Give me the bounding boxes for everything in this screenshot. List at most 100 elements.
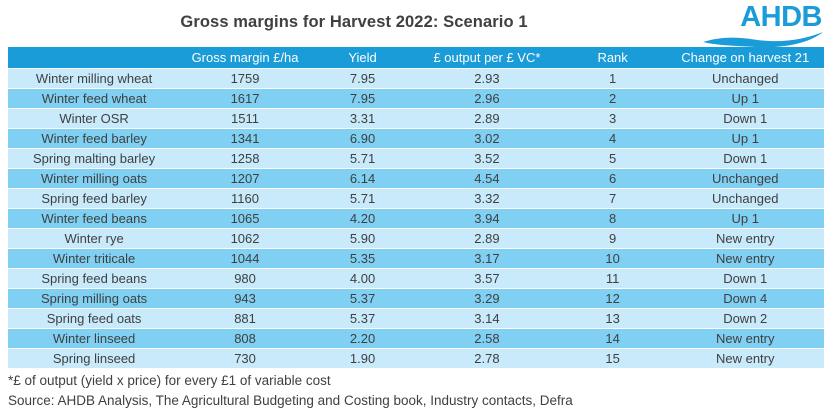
cell-crop: Winter milling oats [8,167,181,188]
cell-yield: 5.35 [309,247,416,268]
cell-yield: 6.14 [309,167,416,188]
footnote: *£ of output (yield x price) for every £… [8,373,331,388]
cell-yield: 1.90 [309,347,416,368]
cell-gross-margin: 1511 [180,107,310,128]
cell-rank: 13 [558,307,667,328]
cell-output-per-vc: 3.14 [415,307,559,328]
cell-rank: 14 [558,327,667,348]
cell-yield: 5.90 [309,227,416,248]
ahdb-logo: AHDB [700,1,824,48]
cell-gross-margin: 808 [180,327,310,348]
cell-crop: Spring milling oats [8,287,181,308]
cell-output-per-vc: 2.96 [415,87,559,108]
cell-rank: 7 [558,187,667,208]
figure-header: Gross margins for Harvest 2022: Scenario… [0,0,832,48]
cell-change: Down 1 [666,267,824,288]
ahdb-logo-text: AHDB [740,1,822,33]
cell-output-per-vc: 3.32 [415,187,559,208]
table-row: Winter milling oats 1207 6.14 4.54 6 Unchange… [8,167,824,188]
cell-rank: 5 [558,147,667,168]
cell-gross-margin: 1160 [180,187,310,208]
cell-change: Unchanged [666,187,824,208]
table-row: Spring feed barley 1160 5.71 3.32 7 Unchanged [8,187,824,208]
column-header-3: £ output per £ VC* [415,47,559,68]
cell-gross-margin: 1065 [180,207,310,228]
ahdb-logo-wave-icon [703,32,823,48]
table-row: Winter triticale 1044 5.35 3.17 10 New entry [8,247,824,268]
cell-rank: 2 [558,87,667,108]
cell-crop: Spring malting barley [8,147,181,168]
page-title: Gross margins for Harvest 2022: Scenario… [180,13,528,31]
table-row: Spring feed oats 881 5.37 3.14 13 Down 2 [8,307,824,328]
cell-change: New entry [666,227,824,248]
gross-margins-table: Gross margin £/ha Yield £ output per £ VC*… [8,47,824,368]
cell-change: Down 4 [666,287,824,308]
cell-gross-margin: 1759 [180,67,310,88]
column-header-1: Gross margin £/ha [180,47,310,68]
cell-output-per-vc: 3.52 [415,147,559,168]
table-row: Winter OSR 1511 3.31 2.89 3 Down 1 [8,107,824,128]
cell-yield: 6.90 [309,127,416,148]
cell-rank: 4 [558,127,667,148]
table-row: Winter linseed 808 2.20 2.58 14 New entry [8,327,824,348]
figure-footer: *£ of output (yield x price) for every £… [8,371,824,411]
cell-yield: 3.31 [309,107,416,128]
cell-change: New entry [666,327,824,348]
cell-output-per-vc: 2.58 [415,327,559,348]
cell-output-per-vc: 3.02 [415,127,559,148]
cell-gross-margin: 1207 [180,167,310,188]
cell-change: New entry [666,347,824,368]
table-row: Spring feed beans 980 4.00 3.57 11 Down 1 [8,267,824,288]
cell-gross-margin: 1044 [180,247,310,268]
table-row: Winter feed wheat 1617 7.95 2.96 2 Up 1 [8,87,824,108]
cell-change: New entry [666,247,824,268]
cell-rank: 3 [558,107,667,128]
cell-rank: 6 [558,167,667,188]
column-header-5: Change on harvest 21 [666,47,824,68]
cell-change: Up 1 [666,127,824,148]
cell-output-per-vc: 2.78 [415,347,559,368]
cell-change: Unchanged [666,167,824,188]
cell-crop: Winter linseed [8,327,181,348]
cell-crop: Winter feed barley [8,127,181,148]
table-row: Winter rye 1062 5.90 2.89 9 New entry [8,227,824,248]
cell-crop: Spring feed oats [8,307,181,328]
cell-rank: 1 [558,67,667,88]
cell-output-per-vc: 2.89 [415,107,559,128]
table-row: Winter feed barley 1341 6.90 3.02 4 Up 1 [8,127,824,148]
table-row: Spring linseed 730 1.90 2.78 15 New entry [8,347,824,368]
cell-yield: 5.71 [309,187,416,208]
table-row: Spring milling oats 943 5.37 3.29 12 Down 4 [8,287,824,308]
cell-crop: Winter triticale [8,247,181,268]
cell-gross-margin: 1258 [180,147,310,168]
cell-gross-margin: 980 [180,267,310,288]
table-body: Winter milling wheat 1759 7.95 2.93 1 Unchang… [8,67,824,368]
cell-crop: Winter OSR [8,107,181,128]
cell-gross-margin: 730 [180,347,310,368]
cell-gross-margin: 1617 [180,87,310,108]
cell-crop: Spring linseed [8,347,181,368]
cell-change: Down 1 [666,147,824,168]
cell-change: Down 1 [666,107,824,128]
cell-output-per-vc: 4.54 [415,167,559,188]
table-row: Winter feed beans 1065 4.20 3.94 8 Up 1 [8,207,824,228]
column-header-2: Yield [309,47,416,68]
cell-rank: 10 [558,247,667,268]
cell-crop: Winter feed beans [8,207,181,228]
cell-change: Unchanged [666,67,824,88]
cell-crop: Winter rye [8,227,181,248]
table-row: Spring malting barley 1258 5.71 3.52 5 Down 1 [8,147,824,168]
cell-output-per-vc: 2.89 [415,227,559,248]
cell-yield: 5.71 [309,147,416,168]
cell-crop: Spring feed beans [8,267,181,288]
cell-gross-margin: 1062 [180,227,310,248]
cell-output-per-vc: 3.57 [415,267,559,288]
cell-yield: 5.37 [309,287,416,308]
cell-yield: 7.95 [309,87,416,108]
cell-output-per-vc: 3.94 [415,207,559,228]
cell-yield: 7.95 [309,67,416,88]
cell-rank: 8 [558,207,667,228]
cell-crop: Winter milling wheat [8,67,181,88]
cell-yield: 2.20 [309,327,416,348]
